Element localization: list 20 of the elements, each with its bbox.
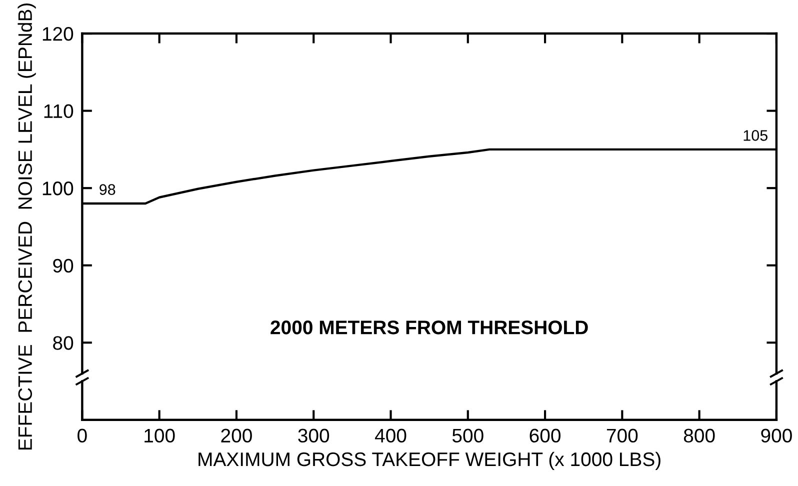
x-tick-label: 400 (374, 428, 406, 443)
x-tick-label: 200 (221, 428, 252, 443)
x-tick-label: 700 (606, 428, 638, 443)
y-tick-label: 100 (42, 182, 74, 196)
x-tick-label: 900 (761, 428, 792, 443)
y-axis-title: EFFECTIVE PERCEIVED NOISE LEVEL (EPNdB) (18, 4, 36, 450)
x-tick-label: 600 (530, 428, 560, 443)
x-tick-label: 500 (452, 428, 484, 443)
x-tick-label: 100 (144, 428, 175, 443)
y-tick-label: 80 (53, 336, 74, 350)
annotation: 105 (744, 130, 768, 141)
x-tick-label: 800 (684, 428, 715, 443)
annotation: 2000 METERS FROM THRESHOLD (270, 320, 588, 334)
x-axis-title: MAXIMUM GROSS TAKEOFF WEIGHT (x 1000 LBS) (198, 452, 660, 470)
annotation: 98 (100, 184, 116, 195)
x-tick-label: 0 (78, 428, 87, 443)
x-tick-label: 300 (298, 428, 330, 443)
y-tick-label: 90 (53, 258, 74, 273)
y-tick-label: 110 (44, 104, 74, 118)
y-tick-label: 120 (42, 27, 74, 41)
